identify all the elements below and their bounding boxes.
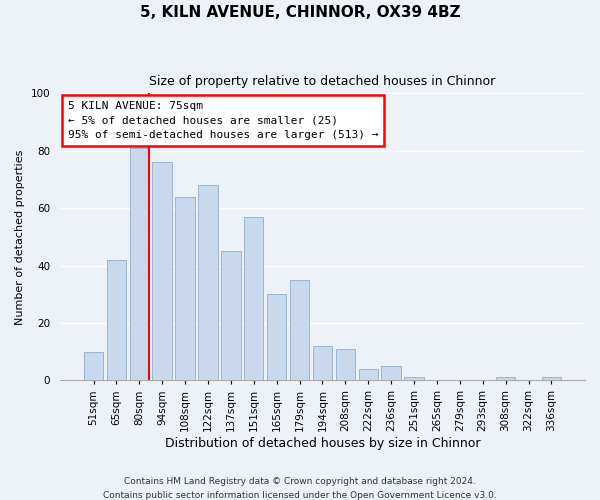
Text: 5, KILN AVENUE, CHINNOR, OX39 4BZ: 5, KILN AVENUE, CHINNOR, OX39 4BZ bbox=[140, 5, 460, 20]
Bar bbox=[382, 366, 401, 380]
Bar bbox=[290, 280, 309, 380]
Bar bbox=[152, 162, 172, 380]
Y-axis label: Number of detached properties: Number of detached properties bbox=[15, 149, 25, 324]
Bar bbox=[84, 352, 103, 380]
Bar bbox=[313, 346, 332, 380]
Bar bbox=[542, 378, 561, 380]
Text: Contains HM Land Registry data © Crown copyright and database right 2024.
Contai: Contains HM Land Registry data © Crown c… bbox=[103, 478, 497, 500]
Bar bbox=[404, 378, 424, 380]
Bar bbox=[221, 251, 241, 380]
Bar bbox=[175, 196, 195, 380]
Bar bbox=[130, 148, 149, 380]
Bar bbox=[107, 260, 126, 380]
X-axis label: Distribution of detached houses by size in Chinnor: Distribution of detached houses by size … bbox=[165, 437, 480, 450]
Bar bbox=[198, 185, 218, 380]
Bar bbox=[244, 216, 263, 380]
Bar bbox=[359, 369, 378, 380]
Bar bbox=[335, 348, 355, 380]
Text: 5 KILN AVENUE: 75sqm
← 5% of detached houses are smaller (25)
95% of semi-detach: 5 KILN AVENUE: 75sqm ← 5% of detached ho… bbox=[68, 100, 378, 140]
Bar bbox=[267, 294, 286, 380]
Title: Size of property relative to detached houses in Chinnor: Size of property relative to detached ho… bbox=[149, 75, 496, 88]
Bar bbox=[496, 378, 515, 380]
